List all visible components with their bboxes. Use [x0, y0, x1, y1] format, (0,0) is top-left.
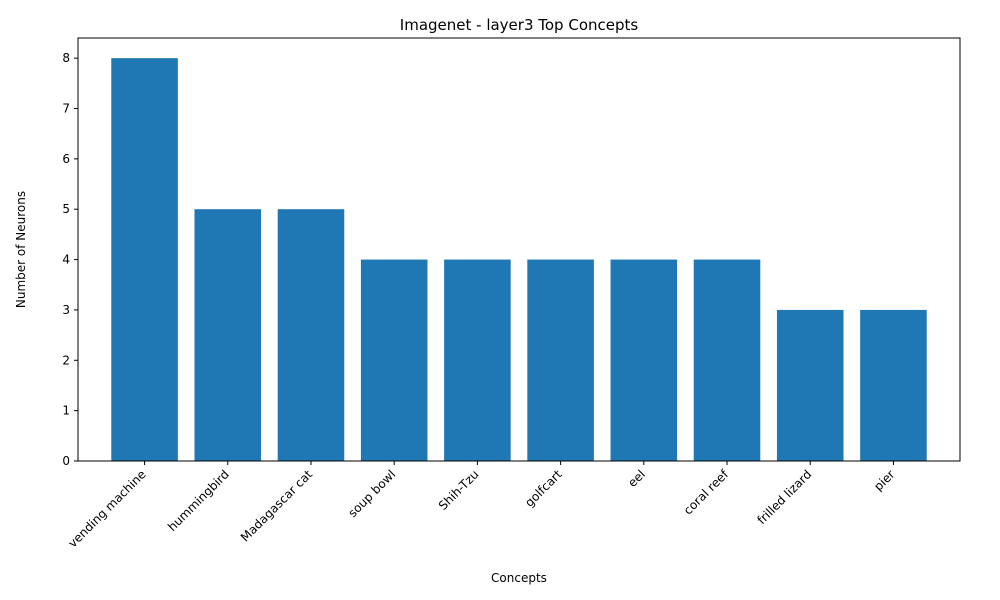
x-tick-label-0: vending machine — [65, 467, 148, 550]
bar-4 — [444, 259, 511, 461]
y-tick-label-1: 1 — [62, 404, 70, 418]
y-axis: 0 1 2 3 4 5 6 7 8 — [62, 51, 78, 468]
bar-2 — [277, 209, 345, 461]
bar-5 — [527, 259, 594, 461]
x-tick-label-6: eel — [625, 467, 648, 490]
bar-6 — [610, 259, 678, 461]
y-axis-label: Number of Neurons — [14, 191, 28, 308]
x-axis-label: Concepts — [491, 571, 547, 585]
plot-frame — [77, 37, 961, 462]
x-tick-label-9: pier — [871, 467, 897, 493]
y-tick-label-4: 4 — [62, 253, 70, 267]
y-tick-label-0: 0 — [62, 454, 70, 468]
bar-3 — [360, 259, 428, 461]
x-tick-label-4: Shih-Tzu — [436, 467, 482, 513]
y-tick-label-8: 8 — [62, 51, 70, 65]
y-tick-label-5: 5 — [62, 202, 70, 216]
chart-title: Imagenet - layer3 Top Concepts — [400, 16, 639, 34]
bar-7 — [693, 259, 761, 461]
x-tick-label-7: coral reef — [681, 467, 732, 518]
x-tick-label-2: Madagascar cat — [238, 467, 315, 544]
x-tick-label-5: golfcart — [522, 467, 565, 510]
bars-group — [111, 58, 927, 462]
y-tick-label-2: 2 — [62, 353, 70, 367]
bar-0 — [111, 58, 178, 462]
y-tick-label-6: 6 — [62, 152, 70, 166]
bar-8 — [776, 309, 844, 461]
bar-9 — [860, 309, 927, 461]
y-tick-label-7: 7 — [62, 102, 70, 116]
x-tick-label-1: hummingbird — [165, 467, 232, 534]
x-tick-label-3: soup bowl — [345, 467, 398, 520]
x-axis: vending machine hummingbird Madagascar cat… — [65, 461, 898, 550]
bar-1 — [194, 209, 262, 461]
x-tick-label-8: frilled lizard — [754, 467, 814, 527]
y-tick-label-3: 3 — [62, 303, 70, 317]
